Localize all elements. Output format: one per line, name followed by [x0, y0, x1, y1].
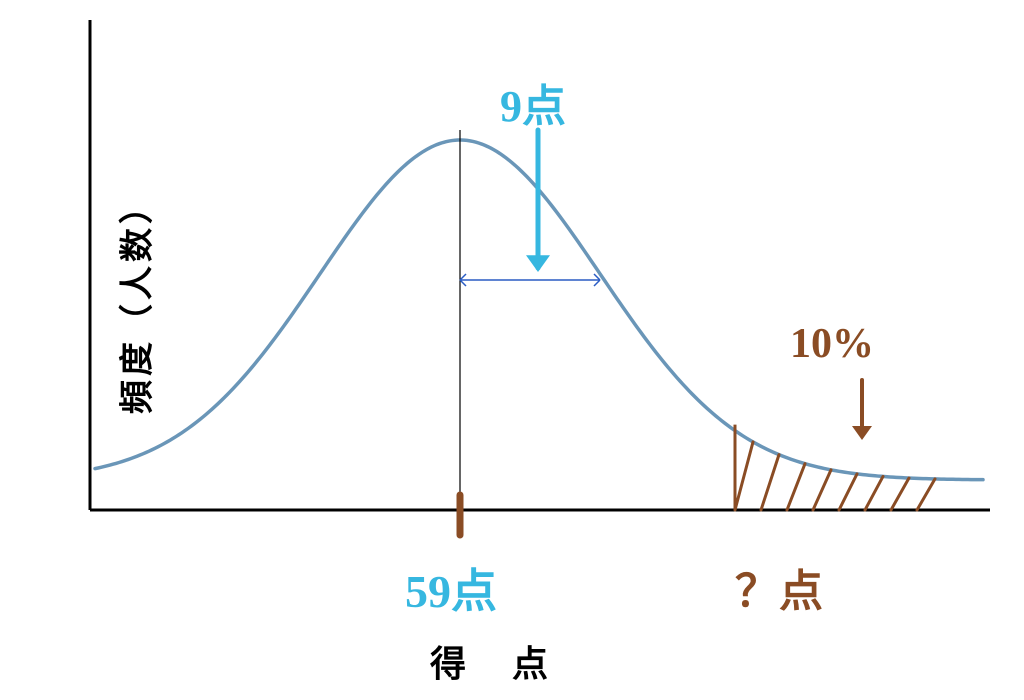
y-axis-label: 頻度（人数）	[110, 186, 159, 414]
tail-percent-label: 10%	[790, 320, 874, 368]
chart-stage: 頻度（人数） 得 点 9点 59点 10% ？点	[0, 0, 1024, 700]
tail-hatch	[813, 470, 831, 510]
tail-hatch	[891, 478, 909, 510]
sd-arrow-head	[526, 255, 550, 272]
percent-arrow-head	[852, 426, 872, 440]
mean-value-label: 59点	[405, 555, 497, 621]
tail-hatch	[839, 474, 857, 510]
tail-hatch	[761, 455, 779, 510]
tail-question-label: ？点	[735, 555, 823, 619]
x-axis-label: 得 点	[430, 635, 566, 687]
tail-hatch	[917, 479, 935, 510]
tail-hatch	[865, 476, 883, 510]
tail-hatch	[735, 442, 753, 510]
sd-width-label: 9点	[500, 70, 566, 134]
tail-hatch	[787, 464, 805, 510]
